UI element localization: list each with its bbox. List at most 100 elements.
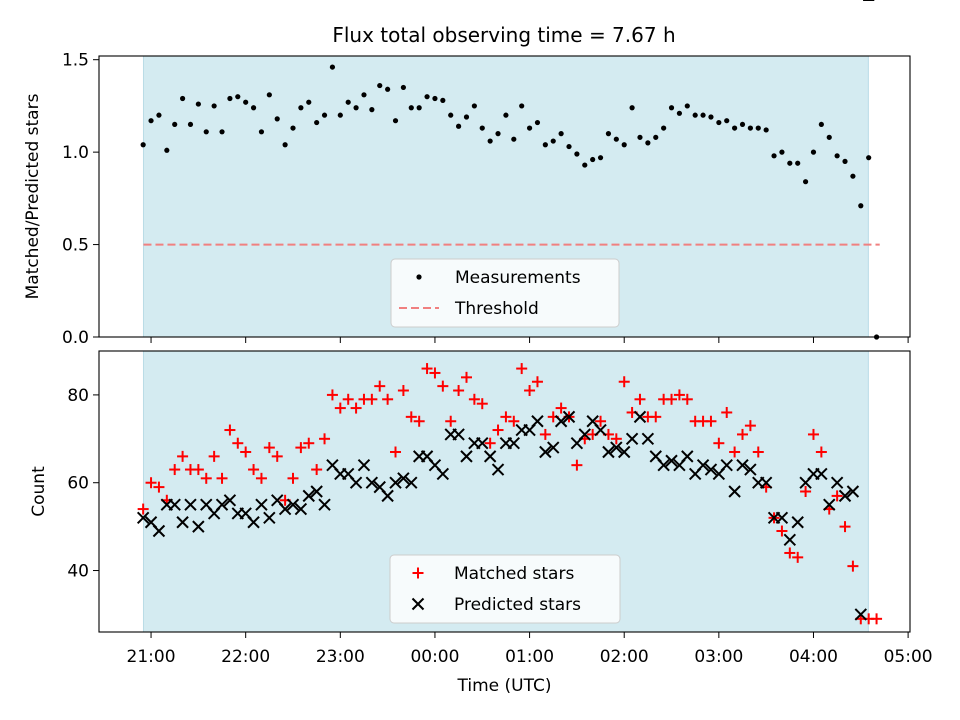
predicted-star-point: [357, 458, 371, 472]
predicted-star-point: [168, 498, 181, 511]
matched-star-point: [319, 433, 331, 445]
matched-star-point: [666, 393, 678, 405]
matched-star-point: [224, 424, 236, 436]
time-x-tick-label: 00:00: [410, 647, 459, 667]
predicted-star-point: [696, 458, 710, 472]
measurement-point: [842, 158, 848, 164]
measurement-point: [787, 160, 793, 166]
measurement-point: [448, 112, 454, 118]
predicted-star-point: [176, 516, 189, 529]
ratio-y-tick-label: 0.5: [62, 236, 89, 256]
matched-star-point: [350, 402, 362, 414]
ratio-legend-box: [390, 258, 620, 328]
time-x-tick-label: 05:00: [884, 647, 933, 667]
predicted-star-point: [192, 520, 205, 533]
matched-star-point: [145, 477, 157, 489]
measurement-point: [203, 129, 209, 135]
measurement-point: [661, 125, 667, 131]
predicted-star-point: [854, 608, 867, 621]
matched-star-point: [831, 490, 843, 502]
predicted-star-point: [215, 498, 229, 511]
measurement-point: [566, 143, 572, 150]
matched-star-point: [397, 385, 409, 397]
matched-star-point: [177, 450, 189, 462]
measurement-point: [739, 121, 746, 128]
measurement-point: [140, 142, 146, 148]
measurement-point: [266, 92, 272, 98]
measurement-point: [250, 105, 257, 111]
predicted-star-point: [562, 410, 576, 424]
predicted-star-point: [775, 511, 789, 525]
measurement-point: [321, 112, 328, 118]
predicted-star-point: [318, 498, 331, 511]
chart-title: Flux total observing time = 7.67 h: [332, 23, 675, 47]
measurement-point: [503, 112, 509, 118]
measurement-point: [700, 112, 706, 118]
matched-star-point: [390, 446, 402, 458]
matched-star-point: [232, 437, 244, 449]
matched-star-point: [374, 380, 386, 392]
measurement-point: [858, 203, 864, 209]
matched-star-point: [744, 420, 756, 432]
matched-star-point: [705, 415, 717, 427]
matched-star-point: [800, 486, 812, 497]
measurement-point: [810, 149, 817, 155]
measurement-point: [779, 149, 785, 155]
predicted-star-point: [491, 463, 505, 476]
ratio-y-axis-label: Matched/Predicted stars: [23, 93, 43, 299]
matched-star-point: [721, 406, 733, 418]
ratio-x-ticks: [150, 337, 909, 343]
measurement-point: [440, 97, 446, 103]
matched-star-point: [445, 415, 457, 427]
count-y-axis: 40 60 80: [67, 386, 99, 582]
matched-star-point: [650, 411, 662, 423]
predicted-star-point: [349, 476, 363, 489]
legend-predicted-marker: [411, 597, 425, 611]
measurement-point: [629, 105, 635, 111]
count-panel-frame: [98, 350, 911, 633]
matched-star-point: [137, 503, 149, 515]
matched-star-point: [271, 450, 283, 462]
matched-star-point: [326, 389, 338, 401]
predicted-star-point: [791, 516, 804, 529]
matched-star-point: [776, 525, 788, 537]
measurement-point: [416, 105, 422, 111]
matched-star-point: [468, 393, 480, 405]
measurement-point: [676, 110, 683, 116]
legend-matched-marker: [412, 567, 424, 579]
matched-star-point: [618, 376, 630, 388]
measurement-point: [771, 153, 777, 159]
matched-star-point: [500, 411, 512, 423]
measurement-points: [140, 64, 880, 340]
predicted-star-point: [830, 476, 844, 489]
time-x-tick-label: 21:00: [127, 647, 176, 667]
measurement-point: [684, 103, 690, 109]
measurement-point: [353, 105, 359, 111]
predicted-star-point: [838, 489, 852, 503]
predicted-star-point: [460, 450, 473, 463]
measurement-point: [653, 134, 659, 140]
predicted-star-point: [704, 463, 718, 476]
matched-star-point: [303, 437, 315, 449]
measurement-point: [645, 140, 651, 146]
predicted-star-point: [286, 498, 300, 511]
measurement-point: [511, 136, 517, 142]
predicted-star-point: [728, 485, 741, 498]
count-legend-label: Matched stars: [454, 564, 574, 584]
measurement-point: [337, 112, 343, 118]
measurement-point: [668, 105, 675, 111]
measurement-point: [471, 103, 477, 109]
measurement-point: [148, 118, 154, 124]
matched-star-point: [248, 464, 260, 476]
matched-stars-points: [137, 363, 883, 625]
predicted-star-point: [594, 423, 607, 437]
predicted-star-point: [483, 450, 497, 463]
measurement-point: [156, 112, 162, 118]
measurement-point: [408, 105, 414, 111]
matched-star-point: [673, 389, 685, 401]
measurement-point: [179, 95, 186, 102]
matched-star-point: [815, 446, 827, 458]
predicted-star-point: [278, 502, 292, 516]
measurement-point: [385, 86, 391, 92]
measurement-point: [432, 95, 438, 102]
